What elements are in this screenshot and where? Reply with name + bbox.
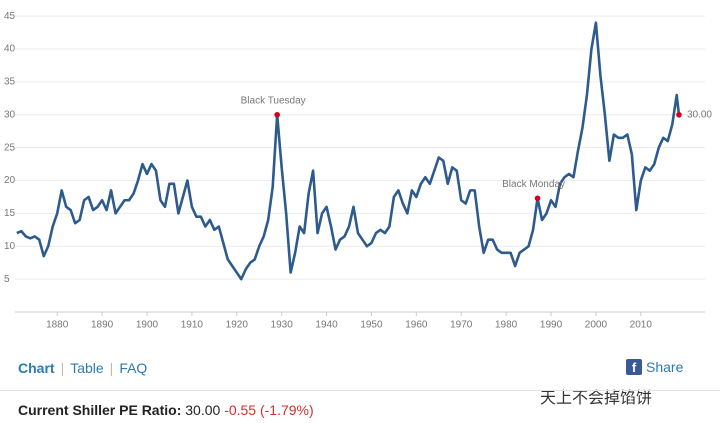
- y-tick-label: 45: [4, 11, 16, 22]
- nav-link[interactable]: Table: [70, 360, 104, 376]
- x-tick-label: 1900: [136, 320, 159, 331]
- status-change: -0.55 (-1.79%): [224, 402, 314, 418]
- y-tick-label: 40: [4, 44, 16, 55]
- y-tick-label: 5: [4, 274, 10, 285]
- x-tick-label: 2010: [630, 320, 653, 331]
- x-tick-label: 1970: [450, 320, 473, 331]
- nav-link[interactable]: FAQ: [119, 360, 148, 376]
- x-tick-label: 1940: [315, 320, 338, 331]
- x-tick-label: 1930: [271, 320, 294, 331]
- share-button[interactable]: f Share: [626, 359, 683, 375]
- x-tick-label: 1890: [91, 320, 114, 331]
- annotation-point: [676, 111, 682, 118]
- y-tick-label: 30: [4, 109, 16, 120]
- x-tick-label: 1880: [46, 320, 69, 331]
- status: Current Shiller PE Ratio: 30.00 -0.55 (-…: [18, 402, 314, 418]
- nav: Chart | Table | FAQ: [18, 360, 148, 376]
- y-tick-label: 15: [4, 208, 16, 219]
- annotation-label: Black Tuesday: [241, 95, 306, 106]
- x-tick-label: 2000: [585, 320, 608, 331]
- nav-link[interactable]: Chart: [18, 360, 55, 376]
- annotation-point: [534, 195, 541, 202]
- facebook-icon: f: [626, 359, 642, 375]
- divider: [0, 390, 720, 391]
- y-tick-label: 20: [4, 175, 16, 186]
- series-line: [16, 21, 681, 281]
- annotation-label: 30.00: [687, 109, 712, 120]
- x-tick-label: 1980: [495, 320, 518, 331]
- chart: 5 10 15 20 25 30 35 40 45 1880 1890 1900 1910 1920 193…: [4, 11, 712, 331]
- y-tick-label: 25: [4, 142, 16, 153]
- x-tick-label: 1920: [226, 320, 249, 331]
- status-label: Current Shiller PE Ratio:: [18, 402, 182, 418]
- x-tick-label: 1910: [181, 320, 204, 331]
- y-tick-label: 10: [4, 241, 16, 252]
- annotation-label: Black Monday: [502, 179, 565, 190]
- x-tick-label: 1990: [540, 320, 563, 331]
- share-label: Share: [646, 359, 684, 375]
- watermark: 天上不会掉馅饼: [540, 390, 653, 407]
- x-tick-label: 1960: [405, 320, 428, 331]
- annotation-point: [274, 111, 280, 118]
- x-tick-label: 1950: [360, 320, 383, 331]
- y-tick-label: 35: [4, 77, 16, 88]
- status-value: 30.00: [185, 402, 221, 418]
